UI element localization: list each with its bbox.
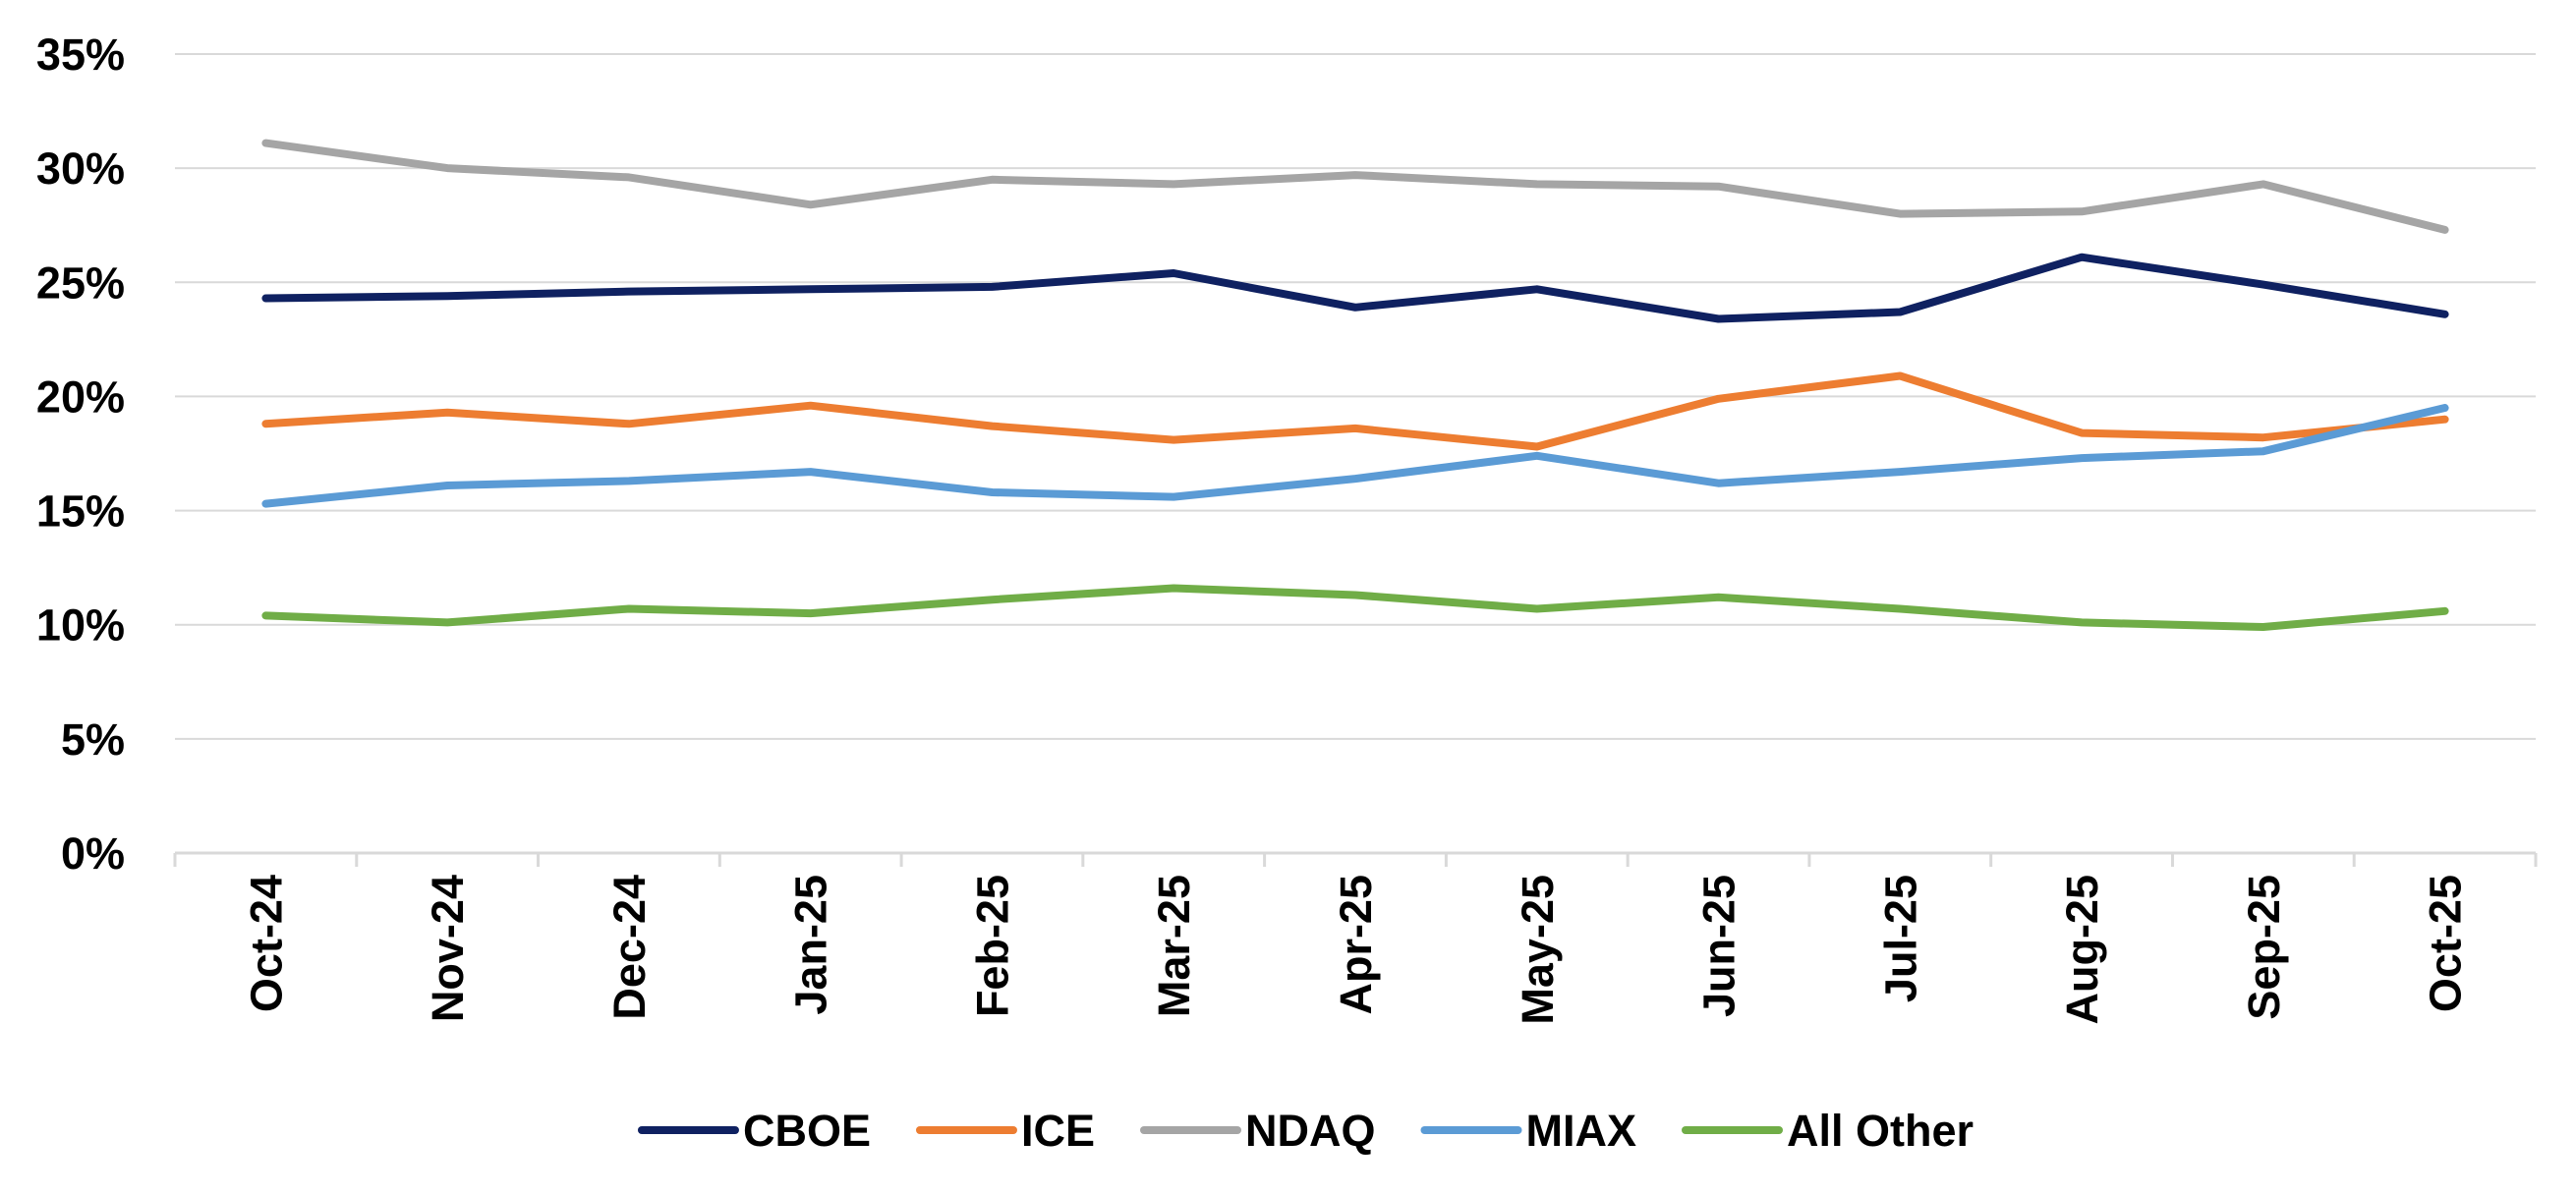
series-lines	[261, 139, 2449, 631]
y-axis-tick-labels: 0% 5% 10% 15% 20% 25% 30% 35%	[36, 29, 125, 879]
y-tick-label: 0%	[61, 828, 125, 879]
y-tick-label: 30%	[36, 143, 125, 194]
x-tick-label: Jul-25	[1875, 875, 1925, 1002]
x-tick-label: May-25	[1513, 875, 1563, 1025]
legend-label: MIAX	[1526, 1106, 1637, 1156]
series-line-cboe	[261, 253, 2449, 323]
y-tick-label: 5%	[61, 714, 125, 765]
x-tick-label: Aug-25	[2057, 875, 2107, 1025]
y-tick-label: 20%	[36, 371, 125, 422]
legend-label: ICE	[1021, 1106, 1095, 1156]
series-line-all-other	[261, 584, 2449, 631]
y-tick-label: 35%	[36, 29, 125, 80]
x-tick-label: Dec-24	[604, 875, 655, 1020]
x-axis	[173, 851, 2538, 867]
x-tick-label: Nov-24	[423, 875, 473, 1022]
gridlines	[175, 53, 2536, 740]
x-tick-label: Feb-25	[967, 875, 1017, 1017]
series-line-miax	[261, 404, 2449, 508]
legend-label: NDAQ	[1245, 1106, 1376, 1156]
x-tick-label: Jun-25	[1694, 875, 1745, 1017]
x-tick-label: Mar-25	[1149, 875, 1199, 1017]
legend-label: All Other	[1787, 1106, 1974, 1156]
x-tick-label: Sep-25	[2239, 875, 2289, 1020]
x-tick-label: Oct-24	[241, 875, 291, 1012]
y-tick-label: 15%	[36, 486, 125, 537]
series-line-ice	[261, 371, 2449, 451]
series-line-ndaq	[261, 139, 2449, 234]
x-axis-tick-labels: Oct-24 Nov-24 Dec-24 Jan-25 Feb-25 Mar-25 Apr-…	[241, 875, 2470, 1025]
x-tick-label: Jan-25	[786, 875, 836, 1015]
legend-label: CBOE	[743, 1106, 871, 1156]
y-tick-label: 10%	[36, 600, 125, 651]
legend: CBOE ICE NDAQ MIAX All Other	[637, 1106, 1974, 1156]
y-tick-label: 25%	[36, 257, 125, 308]
x-tick-label: Oct-25	[2421, 875, 2471, 1012]
x-tick-label: Apr-25	[1331, 875, 1381, 1015]
